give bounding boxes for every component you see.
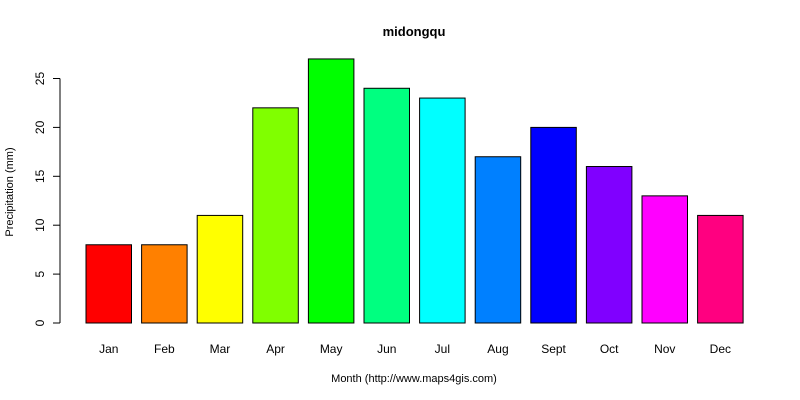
x-tick-label-nov: Nov — [654, 342, 675, 356]
y-tick-label: 0 — [33, 319, 47, 326]
bars-group — [85, 58, 744, 324]
bar-jan — [85, 244, 132, 324]
bar-jun — [363, 87, 410, 324]
x-tick-label-dec: Dec — [710, 342, 731, 356]
x-tick-label-oct: Oct — [600, 342, 619, 356]
y-tick-label: 15 — [33, 169, 47, 183]
y-tick-label: 5 — [33, 270, 47, 277]
bar-sept — [530, 126, 577, 324]
bar-mar — [196, 214, 244, 324]
x-tick-label-feb: Feb — [154, 342, 175, 356]
x-tick-label-mar: Mar — [210, 342, 231, 356]
x-tick-labels: Jan Feb Mar Apr May Jun Jul Aug Sept Oct Nov Dec — [99, 342, 731, 356]
bar-jul — [419, 97, 466, 324]
bar-apr — [252, 107, 299, 324]
bar-nov — [641, 195, 688, 324]
x-tick-label-may: May — [320, 342, 343, 356]
y-axis: 0 5 10 15 20 25 — [33, 72, 61, 326]
y-tick-label: 25 — [33, 72, 47, 86]
x-tick-label-jan: Jan — [99, 342, 118, 356]
x-tick-label-apr: Apr — [266, 342, 285, 356]
bar-dec — [697, 214, 744, 324]
bar-oct — [585, 166, 633, 324]
x-axis-label: Month (http://www.maps4gis.com) — [331, 373, 497, 385]
bar-feb — [141, 244, 188, 324]
x-tick-label-jul: Jul — [435, 342, 450, 356]
y-tick-label: 20 — [33, 120, 47, 134]
x-tick-label-aug: Aug — [487, 342, 508, 356]
bar-may — [307, 58, 355, 324]
chart-title: midongqu — [383, 24, 446, 39]
x-tick-label-jun: Jun — [377, 342, 396, 356]
y-axis-label: Precipitation (mm) — [4, 147, 16, 236]
y-tick-label: 10 — [33, 218, 47, 232]
x-tick-label-sept: Sept — [541, 342, 566, 356]
bar-aug — [474, 156, 522, 324]
